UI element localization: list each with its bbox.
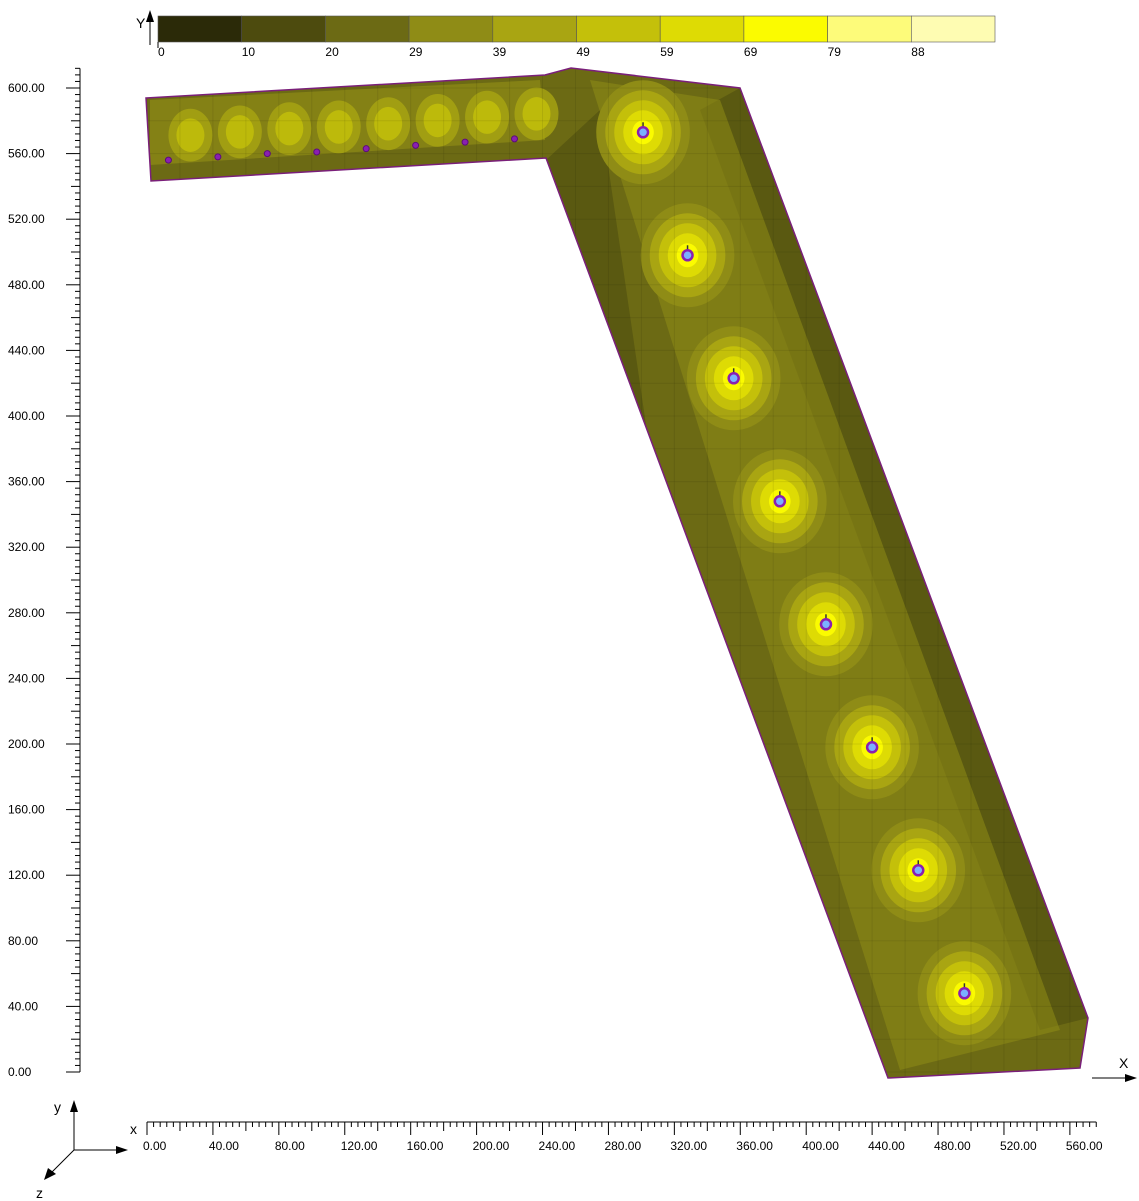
- triad-z-label: z: [36, 1185, 43, 1201]
- legend-label: 10: [242, 45, 256, 59]
- point-marker: [313, 148, 321, 156]
- legend-swatch: [659, 15, 745, 43]
- contour-ring: [374, 106, 403, 141]
- y-tick-label: 560.00: [8, 147, 45, 161]
- legend-swatch: [910, 15, 996, 43]
- legend-swatch: [492, 15, 577, 43]
- y-tick-label: 280.00: [8, 606, 45, 620]
- legend-label: 49: [577, 45, 591, 59]
- point-marker: [511, 135, 519, 143]
- color-legend: 0 10 20 29 39 49 59 69 79 88: [157, 15, 996, 59]
- contour-ring: [275, 111, 304, 146]
- contour-ring: [522, 97, 551, 131]
- contour-ring: [473, 100, 502, 134]
- legend-swatch: [325, 15, 410, 43]
- orientation-triad: y x z: [36, 1099, 137, 1201]
- y-tick-label: 200.00: [8, 737, 45, 751]
- triad-y-label: y: [54, 1099, 61, 1115]
- y-tick-label: 80.00: [8, 934, 38, 948]
- x-tick-label: 360.00: [736, 1139, 773, 1153]
- point-marker: [362, 145, 370, 153]
- point-marker: [263, 150, 271, 158]
- x-tick-label: 120.00: [341, 1139, 378, 1153]
- x-tick-label: 40.00: [209, 1139, 239, 1153]
- x-tick-label: 280.00: [604, 1139, 641, 1153]
- y-tick-label: 440.00: [8, 343, 45, 357]
- legend-swatch: [743, 15, 828, 43]
- x-tick-label: 480.00: [934, 1139, 971, 1153]
- y-tick-label: 400.00: [8, 409, 45, 423]
- legend-swatch: [157, 15, 242, 43]
- y-tick-label: 40.00: [8, 999, 38, 1013]
- contour-ring: [176, 118, 205, 152]
- column-marker: [773, 495, 787, 508]
- y-tick-label: 520.00: [8, 212, 45, 226]
- x-tick-label: 160.00: [407, 1139, 444, 1153]
- x-tick-label: 240.00: [539, 1139, 576, 1153]
- point-marker: [164, 156, 172, 164]
- y-axis-arrow: Y: [136, 10, 154, 45]
- column-marker: [912, 864, 925, 877]
- x-tick-label: 520.00: [1000, 1139, 1037, 1153]
- column-marker: [681, 249, 694, 262]
- legend-swatch: [241, 15, 326, 43]
- x-tick-label: 400.00: [802, 1139, 839, 1153]
- y-tick-label: 320.00: [8, 540, 45, 554]
- column-marker: [865, 741, 879, 754]
- legend-label: 39: [493, 45, 507, 59]
- contour-ring: [324, 110, 353, 144]
- legend-label: 79: [828, 45, 842, 59]
- x-tick-label: 200.00: [473, 1139, 510, 1153]
- point-marker: [461, 138, 469, 146]
- legend-label: 29: [409, 45, 423, 59]
- shape-outline: [145, 67, 1089, 1079]
- y-tick-label: 240.00: [8, 671, 45, 685]
- x-axis-ruler: 0.00 40.00 80.00 120.00 160.00 200.00 240.00 28…: [143, 1121, 1103, 1153]
- column-markers: [164, 122, 971, 1000]
- x-tick-label: 440.00: [868, 1139, 905, 1153]
- triad-x-label: x: [130, 1121, 137, 1137]
- shape-fill: [145, 67, 1089, 1079]
- contour-ring: [423, 103, 452, 138]
- y-tick-label: 160.00: [8, 803, 45, 817]
- y-tick-label: 600.00: [8, 81, 45, 95]
- x-axis-arrow: X: [1092, 1055, 1137, 1082]
- x-tick-label: 0.00: [143, 1139, 167, 1153]
- y-axis-ruler: 0.00 40.00 80.00 120.00 160.00 200.00 240.00 28…: [8, 67, 81, 1079]
- column-marker: [727, 372, 740, 385]
- legend-swatch: [827, 15, 912, 43]
- legend-swatch: [576, 15, 661, 43]
- column-marker: [636, 126, 650, 139]
- column-marker: [819, 618, 833, 631]
- point-marker: [214, 153, 222, 161]
- y-tick-label: 480.00: [8, 278, 45, 292]
- column-marker: [958, 987, 971, 1000]
- y-tick-label: 120.00: [8, 868, 45, 882]
- legend-label: 69: [744, 45, 758, 59]
- x-axis-letter: X: [1119, 1055, 1129, 1071]
- y-tick-label: 0.00: [8, 1065, 32, 1079]
- y-tick-label: 360.00: [8, 475, 45, 489]
- legend-label: 20: [325, 45, 339, 59]
- x-tick-label: 320.00: [670, 1139, 707, 1153]
- legend-swatch: [408, 15, 494, 43]
- legend-label: 0: [158, 45, 165, 59]
- legend-label: 88: [911, 45, 925, 59]
- point-marker: [412, 141, 420, 149]
- x-tick-label: 80.00: [275, 1139, 305, 1153]
- legend-label: 59: [660, 45, 674, 59]
- contour-ring: [225, 115, 254, 149]
- x-tick-label: 560.00: [1066, 1139, 1103, 1153]
- y-axis-letter: Y: [136, 15, 146, 31]
